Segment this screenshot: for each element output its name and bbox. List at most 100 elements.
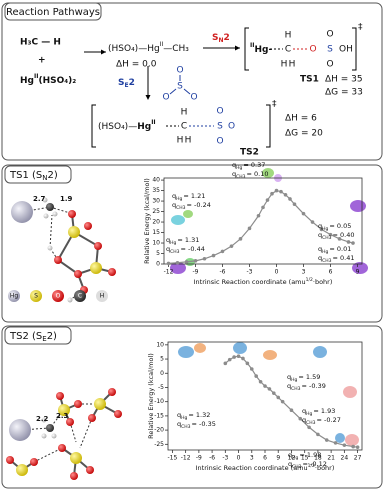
value: = -0.27 bbox=[317, 416, 341, 424]
point bbox=[184, 260, 189, 264]
charge-annotation: qCH3= -0.44 bbox=[166, 245, 205, 255]
y-tick-label: 15 bbox=[152, 229, 160, 236]
atom: O bbox=[216, 107, 223, 117]
atom-legend bbox=[8, 290, 108, 302]
point bbox=[254, 374, 258, 378]
subscript: N bbox=[218, 37, 223, 44]
point bbox=[193, 259, 198, 263]
value: = 1.31 bbox=[177, 236, 199, 244]
atom: O bbox=[228, 122, 235, 132]
y-tick-label: -5 bbox=[158, 384, 164, 391]
distance-label: 1.9 bbox=[60, 195, 73, 203]
x-tick-label: 9 bbox=[276, 455, 280, 462]
point bbox=[292, 202, 297, 207]
y-tick-label: 20 bbox=[152, 219, 160, 226]
formula: (HSO₄)— bbox=[98, 122, 137, 132]
text: ·bohr) bbox=[315, 464, 335, 472]
oxidation-state: II bbox=[151, 119, 155, 126]
point bbox=[166, 261, 171, 266]
point bbox=[232, 355, 236, 359]
plus: + bbox=[38, 56, 46, 66]
text: 2) bbox=[48, 170, 58, 181]
x-tick-label: -12 bbox=[181, 455, 191, 462]
arrow-head bbox=[235, 45, 240, 51]
point bbox=[227, 357, 232, 362]
value: = 1.98 bbox=[299, 451, 321, 459]
ts-name: TS2 bbox=[240, 148, 259, 158]
y-axis-label: Relative Energy (kcal/mol) bbox=[147, 353, 155, 439]
element: Hg- bbox=[254, 45, 272, 55]
point bbox=[307, 425, 311, 430]
point bbox=[267, 387, 272, 391]
distance-label: 2.3 bbox=[56, 412, 69, 420]
y-tick-label: 5 bbox=[156, 250, 160, 257]
formula: (HSO₄)₂ bbox=[38, 76, 76, 86]
charge-annotation: qCH3= -0.24 bbox=[172, 201, 211, 211]
x-tick-label: 0 bbox=[237, 455, 241, 462]
value: = -0.24 bbox=[187, 201, 211, 209]
x-tick-label: -15 bbox=[168, 455, 178, 462]
charge-annotation: qCH3= 0.10 bbox=[232, 170, 269, 180]
symbol: q bbox=[287, 373, 291, 381]
x-tick-label: 12 bbox=[288, 455, 296, 462]
atom: H bbox=[177, 136, 184, 146]
charge-annotation: qCH3= -0.12 bbox=[288, 460, 327, 470]
free-energy: ΔG = 20 bbox=[285, 129, 323, 139]
subscript: CH3 bbox=[322, 258, 332, 264]
y-tick-label: 0 bbox=[156, 261, 160, 268]
atom: H bbox=[181, 108, 188, 118]
y-tick-label: 40 bbox=[152, 177, 160, 184]
x-tick-label: -3 bbox=[222, 455, 228, 462]
panel-frame bbox=[1, 325, 383, 489]
subscript: Hg bbox=[322, 226, 328, 232]
point bbox=[272, 391, 276, 395]
point bbox=[236, 354, 241, 359]
enthalpy: ΔH = 6 bbox=[285, 114, 317, 124]
subscript: CH3 bbox=[236, 174, 246, 180]
atom: O bbox=[326, 30, 333, 40]
point bbox=[316, 432, 320, 437]
charge-annotation: qCH3= 0.41 bbox=[318, 254, 355, 264]
legend-label: S bbox=[34, 293, 38, 300]
molecule bbox=[11, 197, 116, 303]
x-axis-label: Intrinsic Reaction coordinate (amu1/2·bo… bbox=[196, 463, 335, 473]
atom: O bbox=[176, 66, 183, 76]
charge-annotation: qHg= 1.93 bbox=[302, 407, 335, 417]
x-tick-label: 6 bbox=[263, 455, 267, 462]
subscript: Hg bbox=[306, 411, 312, 417]
mechanism-label: SE2 bbox=[118, 78, 135, 89]
point bbox=[289, 408, 294, 413]
atom: IIHg- bbox=[250, 42, 272, 55]
atom: O bbox=[216, 137, 223, 147]
atom: OH bbox=[339, 45, 353, 55]
point bbox=[249, 367, 254, 371]
symbol: q bbox=[172, 192, 176, 200]
formula: —CH₃ bbox=[163, 44, 189, 54]
arrow-head bbox=[101, 49, 106, 55]
value: = 0.40 bbox=[333, 231, 355, 239]
point bbox=[280, 399, 285, 404]
point bbox=[301, 211, 306, 216]
y-tick-label: 25 bbox=[152, 208, 160, 215]
point bbox=[276, 395, 281, 400]
point bbox=[241, 356, 245, 361]
ts-name: TS1 bbox=[300, 75, 319, 85]
intermediate: (HSO₄)—HgII—CH₃ bbox=[108, 41, 189, 54]
charge-annotation: qHg= 1.32 bbox=[177, 411, 210, 421]
value: = -0.12 bbox=[303, 460, 327, 468]
charge-annotation: qHg= 0.05 bbox=[318, 222, 351, 232]
x-tick-label: -9 bbox=[196, 455, 202, 462]
plot-frame bbox=[163, 177, 363, 265]
value: = 1.93 bbox=[313, 407, 335, 415]
distance-label: 2.2 bbox=[36, 415, 49, 423]
value: = 0.37 bbox=[243, 161, 265, 169]
molecule bbox=[6, 388, 122, 480]
x-tick-label: 3 bbox=[302, 269, 306, 276]
point bbox=[310, 220, 315, 224]
subscript: CH3 bbox=[292, 464, 302, 470]
oxidation-state: II bbox=[34, 73, 38, 80]
symbol: q bbox=[232, 161, 236, 169]
subscript: Hg bbox=[291, 377, 297, 383]
mechanism-label: SN2 bbox=[212, 33, 230, 44]
reactant: H₃C — H bbox=[20, 38, 61, 48]
